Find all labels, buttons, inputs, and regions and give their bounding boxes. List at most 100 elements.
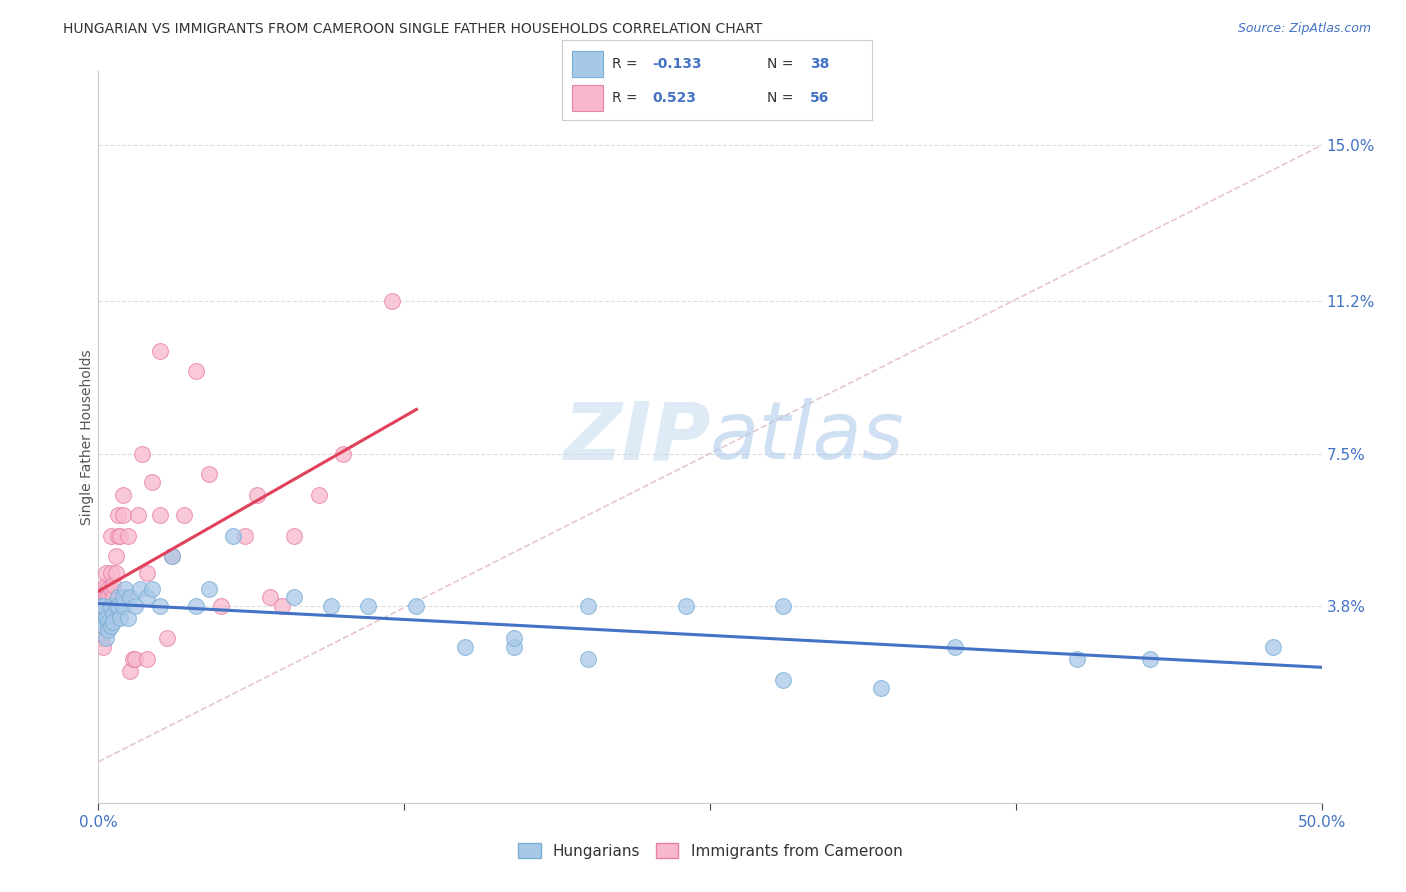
Text: 0.523: 0.523 — [652, 91, 696, 105]
FancyBboxPatch shape — [572, 52, 603, 77]
Point — [405, 599, 427, 613]
Point — [114, 582, 136, 596]
Point — [97, 615, 120, 629]
Y-axis label: Single Father Households: Single Father Households — [80, 350, 94, 524]
Point — [943, 640, 966, 654]
Point — [259, 591, 281, 605]
Text: R =: R = — [612, 91, 643, 105]
Point — [246, 487, 269, 501]
Point — [91, 599, 114, 613]
Point — [91, 640, 114, 654]
Point — [120, 591, 142, 605]
Point — [454, 640, 477, 654]
Point — [120, 665, 142, 679]
Text: 56: 56 — [810, 91, 830, 105]
Point — [283, 529, 305, 543]
Point — [100, 529, 122, 543]
Point — [111, 591, 134, 605]
Point — [107, 591, 129, 605]
Point — [149, 508, 172, 523]
Point — [772, 599, 794, 613]
Point — [124, 652, 146, 666]
Point — [197, 582, 219, 596]
Point — [111, 599, 134, 613]
Text: N =: N = — [766, 91, 797, 105]
Point — [110, 529, 132, 543]
Point — [173, 508, 195, 523]
Point — [576, 652, 599, 666]
Point — [94, 632, 117, 646]
Point — [97, 611, 120, 625]
Point — [101, 607, 124, 621]
Point — [111, 487, 134, 501]
Point — [101, 615, 124, 629]
Text: R =: R = — [612, 57, 643, 71]
Point — [101, 599, 124, 613]
Point — [1066, 652, 1088, 666]
Point — [675, 599, 697, 613]
Point — [104, 599, 127, 613]
Point — [127, 508, 149, 523]
Point — [141, 475, 163, 490]
Point — [283, 591, 305, 605]
Point — [197, 467, 219, 481]
Point — [117, 611, 139, 625]
Point — [100, 599, 122, 613]
Point — [100, 599, 122, 613]
Point — [136, 652, 159, 666]
Point — [107, 529, 129, 543]
Point — [107, 599, 129, 613]
Text: -0.133: -0.133 — [652, 57, 702, 71]
Point — [356, 599, 378, 613]
Point — [94, 566, 117, 580]
Point — [270, 599, 294, 613]
Point — [503, 632, 526, 646]
Point — [319, 599, 342, 613]
Point — [121, 652, 143, 666]
Point — [97, 624, 120, 638]
Point — [97, 582, 120, 596]
Point — [97, 599, 120, 613]
Text: N =: N = — [766, 57, 797, 71]
Point — [100, 566, 122, 580]
Point — [141, 582, 163, 596]
Point — [381, 294, 404, 309]
Point — [104, 549, 127, 564]
Point — [100, 619, 122, 633]
Text: HUNGARIAN VS IMMIGRANTS FROM CAMEROON SINGLE FATHER HOUSEHOLDS CORRELATION CHART: HUNGARIAN VS IMMIGRANTS FROM CAMEROON SI… — [63, 22, 762, 37]
Point — [870, 681, 893, 695]
Point — [104, 566, 127, 580]
Point — [111, 508, 134, 523]
Point — [90, 611, 112, 625]
Point — [90, 632, 112, 646]
Point — [576, 599, 599, 613]
Point — [94, 591, 117, 605]
Point — [94, 578, 117, 592]
Point — [186, 364, 208, 378]
Point — [94, 611, 117, 625]
Point — [90, 599, 112, 613]
Point — [124, 599, 146, 613]
Point — [100, 582, 122, 596]
Point — [129, 582, 152, 596]
Point — [186, 599, 208, 613]
Text: ZIP: ZIP — [562, 398, 710, 476]
Point — [90, 611, 112, 625]
Point — [91, 582, 114, 596]
Point — [100, 611, 122, 625]
Text: 38: 38 — [810, 57, 830, 71]
Point — [94, 599, 117, 613]
Point — [91, 619, 114, 633]
Point — [149, 343, 172, 358]
Point — [209, 599, 232, 613]
Legend: Hungarians, Immigrants from Cameroon: Hungarians, Immigrants from Cameroon — [512, 837, 908, 864]
Point — [222, 529, 245, 543]
Point — [97, 591, 120, 605]
Point — [308, 487, 330, 501]
Point — [160, 549, 183, 564]
Point — [772, 673, 794, 687]
Point — [233, 529, 256, 543]
Point — [156, 632, 179, 646]
Point — [110, 611, 132, 625]
Point — [107, 508, 129, 523]
